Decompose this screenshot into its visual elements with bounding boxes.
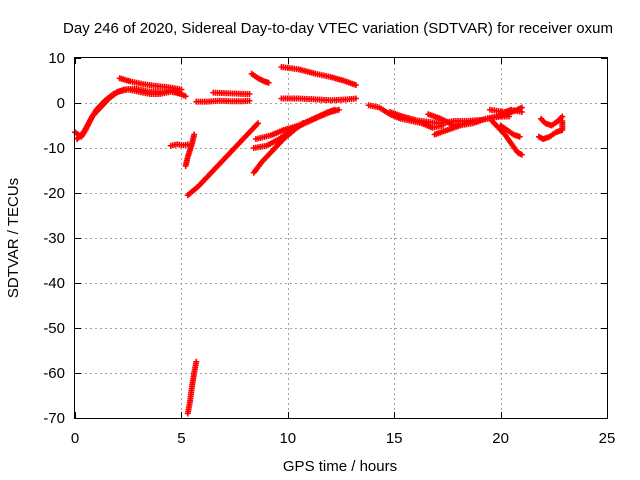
chart-title: Day 246 of 2020, Sidereal Day-to-day VTE… xyxy=(63,20,613,37)
series-arc-19 xyxy=(431,111,508,138)
x-tick-label: 20 xyxy=(492,430,509,447)
x-tick-labels: 0 5 10 15 20 25 xyxy=(71,430,616,447)
x-tick-label: 15 xyxy=(386,430,403,447)
y-tick-label: 10 xyxy=(48,50,65,67)
series-arc-21 xyxy=(489,118,525,158)
y-tick-label: -70 xyxy=(43,410,65,427)
data-point xyxy=(246,91,253,97)
y-tick-label: -50 xyxy=(43,320,65,337)
series-arc-25 xyxy=(538,113,566,129)
series-arc-15 xyxy=(278,95,359,104)
data-point xyxy=(178,86,185,93)
series-arc-22 xyxy=(497,122,523,140)
y-tick-label: 0 xyxy=(57,95,65,112)
series-arc-9 xyxy=(210,89,253,97)
data-point xyxy=(182,93,189,100)
series-arc-7 xyxy=(184,358,200,417)
data-point xyxy=(191,131,198,138)
x-tick-label: 0 xyxy=(71,430,79,447)
series-arc-24 xyxy=(535,118,566,142)
series-arc-6 xyxy=(184,120,262,199)
y-tick-label: -40 xyxy=(43,275,65,292)
data-point xyxy=(352,95,359,102)
series-arc-4 xyxy=(167,141,191,149)
data-point xyxy=(516,133,523,140)
series-arc-23 xyxy=(501,104,525,118)
series-arc-3 xyxy=(116,75,185,93)
data-point xyxy=(352,82,359,88)
axis-ticks xyxy=(75,58,608,419)
data-points xyxy=(72,64,566,417)
plot-frame xyxy=(74,57,608,419)
x-tick-label: 10 xyxy=(279,430,296,447)
data-point xyxy=(331,106,338,113)
y-axis-label: SDTVAR / TECUs xyxy=(5,178,22,298)
x-tick-label: 25 xyxy=(599,430,616,447)
grid-lines xyxy=(75,58,607,418)
data-point xyxy=(518,151,525,158)
x-axis-label: GPS time / hours xyxy=(283,458,397,475)
y-tick-label: -30 xyxy=(43,230,65,247)
data-point xyxy=(265,79,272,86)
y-tick-label: -60 xyxy=(43,365,65,382)
y-tick-label: -20 xyxy=(43,185,65,202)
data-point xyxy=(518,104,525,111)
data-point xyxy=(246,97,253,104)
y-tick-label: -10 xyxy=(43,140,65,157)
series-arc-10 xyxy=(248,70,272,86)
data-point xyxy=(193,358,200,365)
data-point xyxy=(559,113,566,120)
data-point xyxy=(255,120,262,127)
series-arc-8 xyxy=(193,97,253,105)
series-arc-13 xyxy=(252,106,338,142)
series-arc-14 xyxy=(278,64,359,88)
x-tick-label: 5 xyxy=(177,430,185,447)
series-arc-5 xyxy=(182,131,198,169)
y-tick-labels: 10 0 -10 -20 -30 -40 -50 -60 -70 xyxy=(43,50,65,427)
series-arc-1 xyxy=(72,86,185,140)
